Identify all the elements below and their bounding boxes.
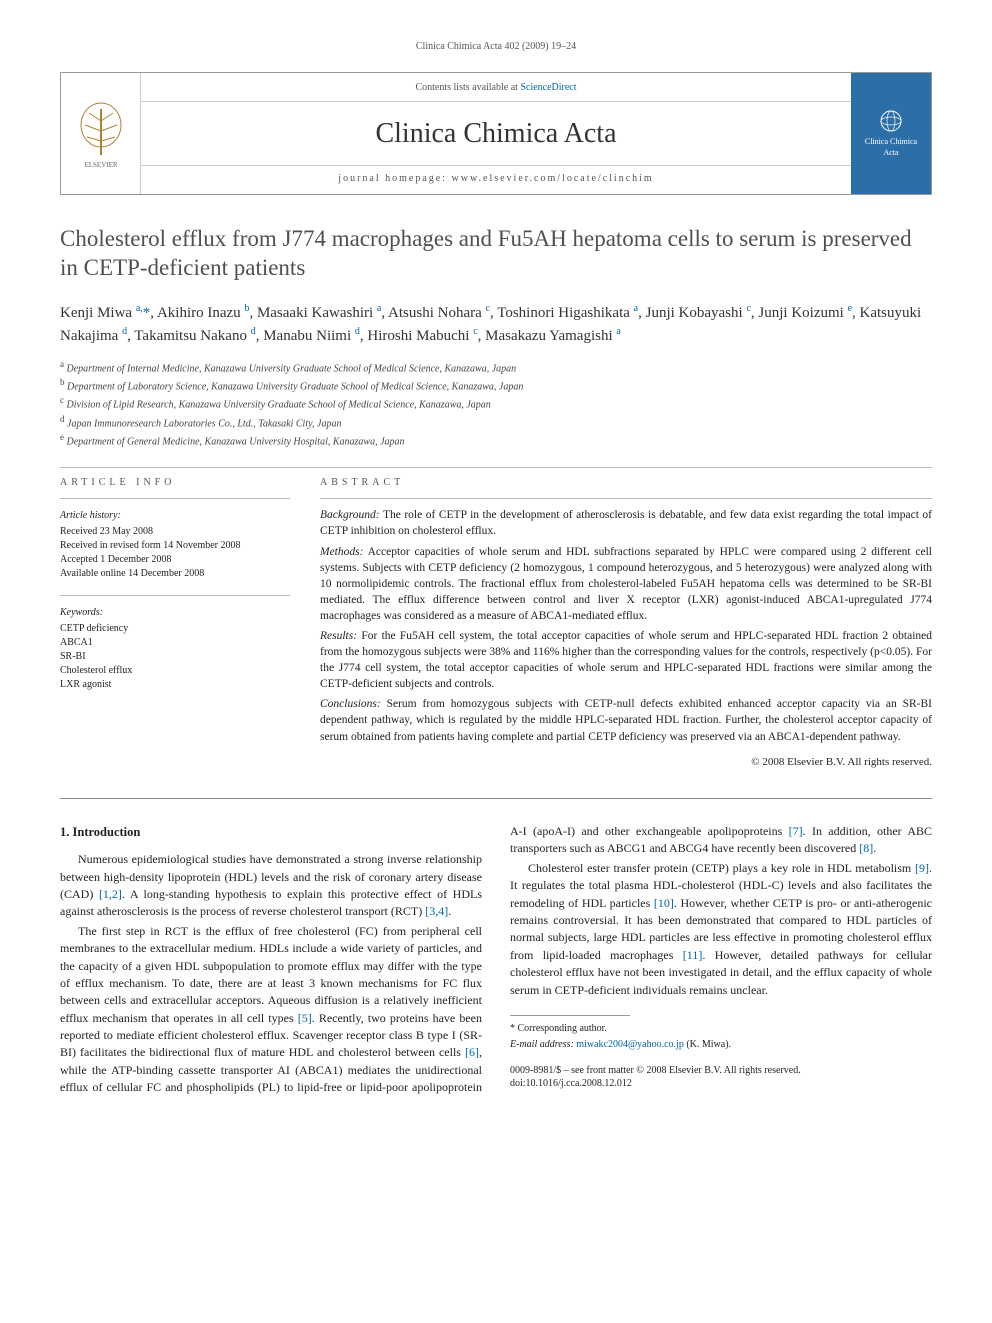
elsevier-tree-icon: ELSEVIER (71, 99, 131, 169)
copyright-line: © 2008 Elsevier B.V. All rights reserved… (320, 755, 932, 770)
publisher-logo: ELSEVIER (61, 73, 141, 194)
corresponding-author-note: * Corresponding author. (510, 1022, 932, 1036)
abstract-paragraph: Conclusions: Serum from homozygous subje… (320, 696, 932, 744)
cover-badge-text: Clinica Chimica Acta (857, 136, 925, 158)
article-title: Cholesterol efflux from J774 macrophages… (60, 225, 932, 283)
history-label: Article history: (60, 509, 290, 523)
affiliation-line: a Department of Internal Medicine, Kanaz… (60, 358, 932, 376)
front-matter-line: 0009-8981/$ – see front matter © 2008 El… (510, 1064, 932, 1078)
contents-prefix: Contents lists available at (415, 82, 520, 93)
info-abstract-row: ARTICLE INFO Article history: Received 2… (60, 476, 932, 770)
abstract-column: ABSTRACT Background: The role of CETP in… (320, 476, 932, 770)
introduction-heading: 1. Introduction (60, 823, 482, 841)
keyword: Cholesterol efflux (60, 664, 290, 678)
divider (60, 467, 932, 468)
history-line: Accepted 1 December 2008 (60, 553, 290, 567)
footer-meta: 0009-8981/$ – see front matter © 2008 El… (510, 1064, 932, 1091)
journal-cover-badge: Clinica Chimica Acta (851, 73, 931, 194)
abstract-label: ABSTRACT (320, 476, 932, 490)
keyword: ABCA1 (60, 636, 290, 650)
keywords-label: Keywords: (60, 606, 290, 620)
masthead-center: Contents lists available at ScienceDirec… (141, 73, 851, 194)
publisher-name: ELSEVIER (84, 161, 117, 169)
email-label: E-mail address: (510, 1039, 574, 1050)
affiliation-line: c Division of Lipid Research, Kanazawa U… (60, 394, 932, 412)
affiliation-line: d Japan Immunoresearch Laboratories Co.,… (60, 413, 932, 431)
author-list: Kenji Miwa a,*, Akihiro Inazu b, Masaaki… (60, 301, 932, 348)
history-line: Available online 14 December 2008 (60, 567, 290, 581)
email-footnote: E-mail address: miwakc2004@yahoo.co.jp (… (510, 1038, 932, 1052)
divider (60, 498, 290, 499)
affiliations: a Department of Internal Medicine, Kanaz… (60, 358, 932, 450)
affiliation-line: b Department of Laboratory Science, Kana… (60, 376, 932, 394)
email-name: (K. Miwa). (686, 1039, 731, 1050)
running-header: Clinica Chimica Acta 402 (2009) 19–24 (60, 40, 932, 54)
keyword: LXR agonist (60, 678, 290, 692)
article-info-column: ARTICLE INFO Article history: Received 2… (60, 476, 290, 770)
history-line: Received 23 May 2008 (60, 525, 290, 539)
affiliation-line: e Department of General Medicine, Kanaza… (60, 431, 932, 449)
divider (60, 595, 290, 596)
journal-masthead: ELSEVIER Contents lists available at Sci… (60, 72, 932, 195)
article-body: 1. Introduction Numerous epidemiological… (60, 823, 932, 1097)
article-history: Article history: Received 23 May 2008Rec… (60, 509, 290, 581)
article-info-label: ARTICLE INFO (60, 476, 290, 490)
journal-homepage: journal homepage: www.elsevier.com/locat… (141, 165, 851, 186)
abstract-paragraph: Methods: Acceptor capacities of whole se… (320, 544, 932, 624)
abstract-paragraph: Background: The role of CETP in the deve… (320, 507, 932, 539)
footnote-separator (510, 1015, 630, 1016)
cover-globe-icon (879, 109, 903, 133)
body-paragraph: Numerous epidemiological studies have de… (60, 851, 482, 921)
contents-available: Contents lists available at ScienceDirec… (141, 81, 851, 102)
doi-line: doi:10.1016/j.cca.2008.12.012 (510, 1077, 932, 1091)
abstract-paragraph: Results: For the Fu5AH cell system, the … (320, 628, 932, 692)
author-email-link[interactable]: miwakc2004@yahoo.co.jp (576, 1039, 684, 1050)
journal-name: Clinica Chimica Acta (141, 102, 851, 165)
section-divider (60, 798, 932, 799)
sciencedirect-link[interactable]: ScienceDirect (520, 82, 576, 93)
divider (320, 498, 932, 499)
history-line: Received in revised form 14 November 200… (60, 539, 290, 553)
keyword: CETP deficiency (60, 622, 290, 636)
keyword: SR-BI (60, 650, 290, 664)
keywords-block: Keywords: CETP deficiencyABCA1SR-BIChole… (60, 606, 290, 692)
body-paragraph: Cholesterol ester transfer protein (CETP… (510, 860, 932, 999)
